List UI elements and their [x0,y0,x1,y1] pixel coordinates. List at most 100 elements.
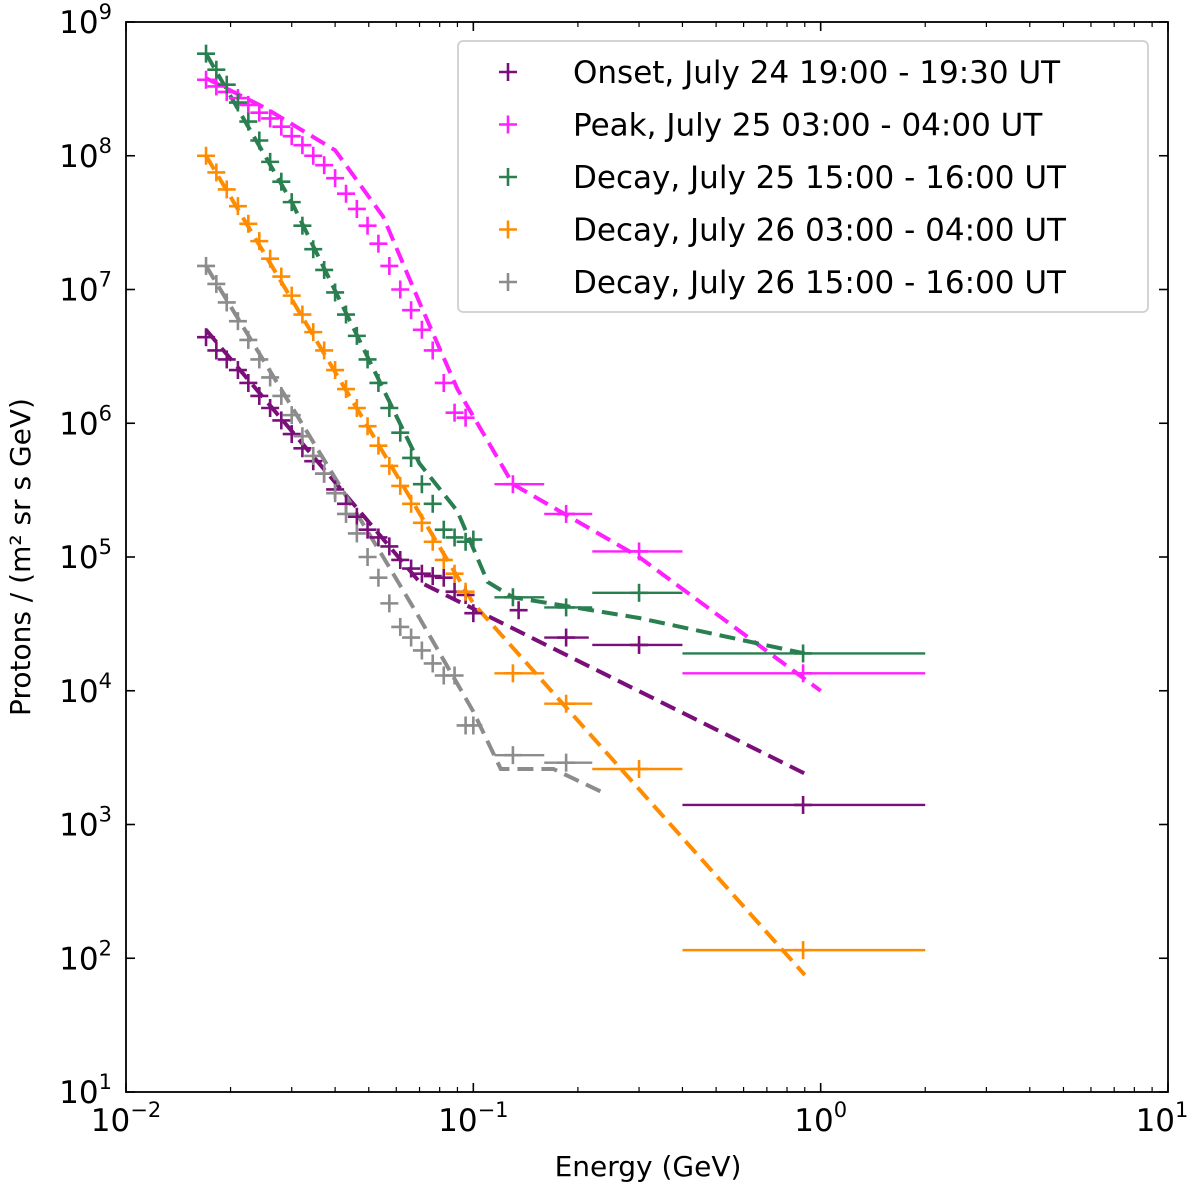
data-point-errorbar [494,475,545,494]
x-tick-label: 101 [1136,1098,1189,1139]
data-point [358,350,377,369]
data-point [434,550,453,569]
y-tick-label: 101 [59,1070,112,1111]
fit-line [204,328,806,776]
legend-marker [499,220,517,239]
data-point [402,559,421,578]
data-point [402,301,421,320]
data-point-errorbar [544,628,589,647]
data-point [239,95,258,114]
legend-label: Decay, July 26 03:00 - 04:00 UT [573,213,1067,249]
data-point [347,326,366,345]
data-point [456,532,475,551]
data-point-errorbar [682,795,926,814]
data-point [369,436,388,455]
data-point [207,274,226,293]
data-point [391,280,410,299]
data-point [412,564,431,583]
data-point [326,283,345,302]
data-point-errorbar [464,530,483,549]
data-point [456,582,475,601]
legend-marker [499,168,517,186]
data-point-errorbar [544,753,593,772]
data-point [272,267,291,286]
legend-marker [499,273,517,291]
data-point [207,163,226,182]
data-point [369,234,388,253]
data-point [282,286,301,305]
data-point [402,494,421,513]
data-point-errorbar [544,598,593,617]
data-point [217,75,236,94]
data-point-errorbar [682,644,926,663]
data-point [326,484,345,503]
y-tick-label: 109 [59,0,112,41]
data-point-errorbar [494,746,545,765]
legend-label: Peak, July 25 03:00 - 04:00 UT [573,108,1043,144]
data-point-errorbar [494,588,545,607]
data-point [423,654,442,673]
data-point [217,293,236,312]
data-point [282,425,301,444]
data-point [315,156,334,175]
data-point [293,136,312,155]
data-point-errorbar [592,635,683,654]
y-tick-label: 105 [59,535,112,576]
data-point [423,341,442,360]
data-point [293,427,312,446]
data-point [261,399,280,418]
data-point [337,305,356,324]
x-tick-label: 100 [794,1098,847,1139]
data-point [434,373,453,392]
y-tick-label: 106 [59,401,112,442]
fit-lines [204,52,822,977]
data-point [228,312,247,331]
data-point [380,256,399,275]
data-point [239,112,258,131]
x-tick-label: 10−2 [91,1098,161,1139]
data-point [239,214,258,233]
plot-frame [125,21,1169,1093]
data-point-errorbar [544,504,593,523]
data-point [207,60,226,79]
data-point [304,240,323,259]
data-point [380,594,399,613]
data-point [239,373,258,392]
data-point [412,320,431,339]
data-point [197,44,216,63]
data-point [315,260,334,279]
data-point [326,169,345,188]
data-point [380,456,399,475]
data-point-errorbar [592,583,683,602]
data-point [358,417,377,436]
data-point [391,423,410,442]
data-point [304,446,323,465]
data-point [261,109,280,128]
y-tick-label: 103 [59,803,112,844]
data-point [402,448,421,467]
fit-line [204,154,807,977]
data-point-errorbar [592,542,683,561]
data-point-errorbar [544,694,593,713]
legend-marker [499,63,517,81]
data-point-errorbar [464,716,483,735]
data-point [261,152,280,171]
data-point [347,524,366,543]
data-point [207,341,226,360]
data-point [282,193,301,212]
data-point-errorbar [509,601,528,620]
data-point [337,184,356,203]
data-point [380,537,399,556]
data-point [228,93,247,112]
data-point-errorbar [682,664,926,683]
data-point [250,131,269,150]
data-point [423,567,442,586]
data-point [217,350,236,369]
data-point [315,464,334,483]
data-point [456,408,475,427]
legend-label: Decay, July 26 15:00 - 16:00 UT [573,265,1067,301]
data-point [445,403,464,422]
data-point [293,216,312,235]
x-tick-label: 10−1 [438,1098,508,1139]
